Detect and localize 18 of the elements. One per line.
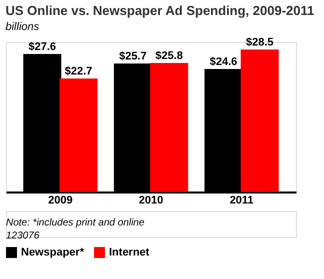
data-label: $24.6 bbox=[210, 56, 238, 68]
bar bbox=[150, 63, 188, 192]
bar bbox=[60, 78, 98, 192]
text: Note: *includes print and online bbox=[6, 218, 145, 228]
chart-subtitle: billions bbox=[6, 21, 40, 33]
data-label: $25.8 bbox=[155, 50, 183, 62]
data-label: $22.7 bbox=[64, 66, 92, 78]
x-tick-label: 2009 bbox=[48, 194, 73, 206]
legend-label: Newspaper* bbox=[21, 246, 85, 259]
legend-label: Internet bbox=[109, 246, 150, 259]
data-label: $27.6 bbox=[28, 41, 56, 53]
chart-title: US Online vs. Newspaper Ad Spending, 2009-2011 bbox=[6, 3, 314, 18]
data-label: $28.5 bbox=[246, 36, 274, 48]
bar bbox=[240, 50, 279, 192]
x-tick-label: 2011 bbox=[230, 194, 254, 206]
x-tick-label: 2010 bbox=[138, 194, 164, 206]
data-label: $25.7 bbox=[119, 50, 147, 62]
text: 123076 bbox=[6, 230, 40, 242]
